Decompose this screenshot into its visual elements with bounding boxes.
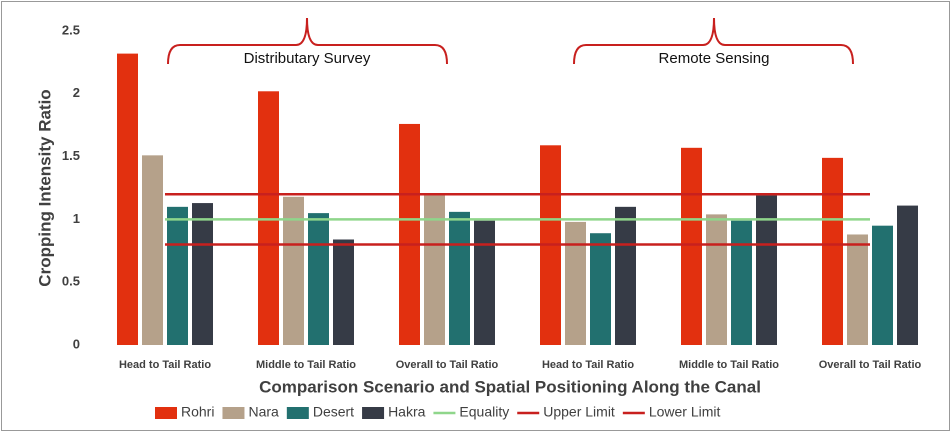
- legend-label: Upper Limit: [543, 404, 615, 420]
- bar: [167, 206, 188, 345]
- annotation: Remote Sensing: [659, 50, 770, 67]
- legend-label: Nara: [248, 404, 279, 420]
- x-tick-label: Head to Tail Ratio: [119, 359, 211, 371]
- bar: [117, 53, 138, 345]
- bar: [615, 206, 636, 345]
- y-tick-label: 1: [73, 211, 80, 226]
- legend-swatch: [286, 407, 309, 419]
- legend-label: Desert: [313, 404, 354, 420]
- bar: [822, 157, 843, 345]
- y-tick-label: 2.5: [62, 22, 80, 37]
- bar: [333, 239, 354, 345]
- bar: [847, 234, 868, 345]
- legend-label: Rohri: [181, 404, 214, 420]
- bar: [142, 155, 163, 345]
- x-tick-label: Overall to Tail Ratio: [396, 359, 499, 371]
- legend-swatch: [222, 407, 245, 419]
- bar: [449, 211, 470, 345]
- bar: [565, 221, 586, 345]
- annotation: Distributary Survey: [244, 50, 371, 67]
- legend-swatch: [155, 407, 177, 419]
- bar: [399, 123, 420, 345]
- bar: [308, 213, 329, 345]
- x-tick-label: Middle to Tail Ratio: [679, 359, 779, 371]
- x-axis-title: Comparison Scenario and Spatial Position…: [259, 377, 761, 396]
- bar: [681, 147, 702, 345]
- bar: [258, 91, 279, 346]
- bracket: [167, 17, 448, 65]
- bar: [192, 203, 213, 345]
- bar: [424, 195, 445, 345]
- bar: [756, 195, 777, 345]
- bar: [474, 220, 495, 345]
- y-tick-label: 2: [73, 85, 80, 100]
- bar: [731, 220, 752, 345]
- x-tick-label: Head to Tail Ratio: [542, 359, 634, 371]
- x-tick-label: Middle to Tail Ratio: [256, 359, 356, 371]
- x-tick-label: Overall to Tail Ratio: [819, 359, 922, 371]
- y-tick-label: 0: [73, 336, 80, 351]
- bar: [706, 214, 727, 345]
- bar: [897, 205, 918, 345]
- bar: [590, 233, 611, 345]
- y-axis-title: Cropping Intensity Ratio: [35, 89, 54, 286]
- legend-swatch: [362, 407, 385, 419]
- legend-label: Lower Limit: [649, 404, 721, 420]
- bar: [283, 196, 304, 345]
- bar: [872, 225, 893, 345]
- legend-label: Hakra: [388, 404, 426, 420]
- bracket: [573, 17, 854, 65]
- legend-label: Equality: [459, 404, 509, 420]
- y-tick-label: 1.5: [62, 148, 80, 163]
- y-tick-label: 0.5: [62, 274, 80, 289]
